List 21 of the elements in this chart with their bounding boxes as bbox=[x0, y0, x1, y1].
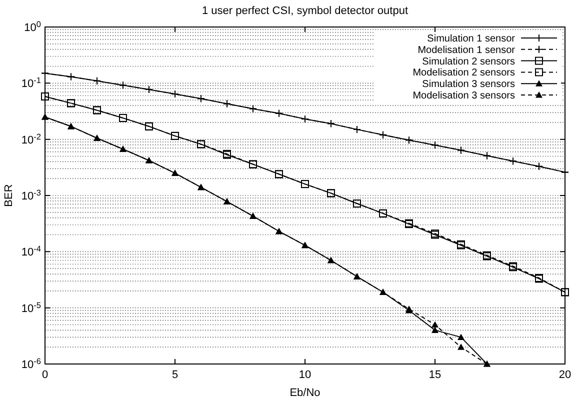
y-tick-label: 10$^{-4}$ bbox=[21, 244, 42, 259]
legend-label: Modelisation 1 sensor bbox=[418, 44, 516, 56]
y-tick-label: 10$^{0}$ bbox=[24, 20, 42, 34]
y-tick-label: 10$^{-2}$ bbox=[21, 132, 42, 146]
y-tick-label: 10$^{-6}$ bbox=[21, 356, 42, 371]
y-axis-title: BER bbox=[3, 184, 15, 207]
y-tick-label: 10$^{-1}$ bbox=[21, 76, 42, 90]
x-tick-label: 0 bbox=[42, 369, 48, 381]
legend-label: Simulation 3 sensors bbox=[422, 79, 515, 90]
legend-label: Simulation 2 sensors bbox=[422, 56, 515, 68]
x-tick-label: 5 bbox=[172, 369, 178, 381]
legend-label: Modelisation 2 sensors bbox=[412, 68, 515, 79]
x-tick-label: 10 bbox=[298, 369, 312, 381]
x-tick-label: 20 bbox=[558, 369, 572, 381]
x-axis-title: Eb/No bbox=[290, 387, 320, 399]
y-tick-label: 10$^{-5}$ bbox=[21, 300, 42, 315]
chart-title: 1 user perfect CSI, symbol detector output bbox=[202, 5, 408, 17]
x-tick-label: 15 bbox=[428, 369, 442, 381]
legend-label: Simulation 1 sensor bbox=[427, 34, 516, 44]
legend-label: Modelisation 3 sensors bbox=[412, 90, 515, 102]
y-tick-label: 10$^{-3}$ bbox=[21, 188, 42, 202]
